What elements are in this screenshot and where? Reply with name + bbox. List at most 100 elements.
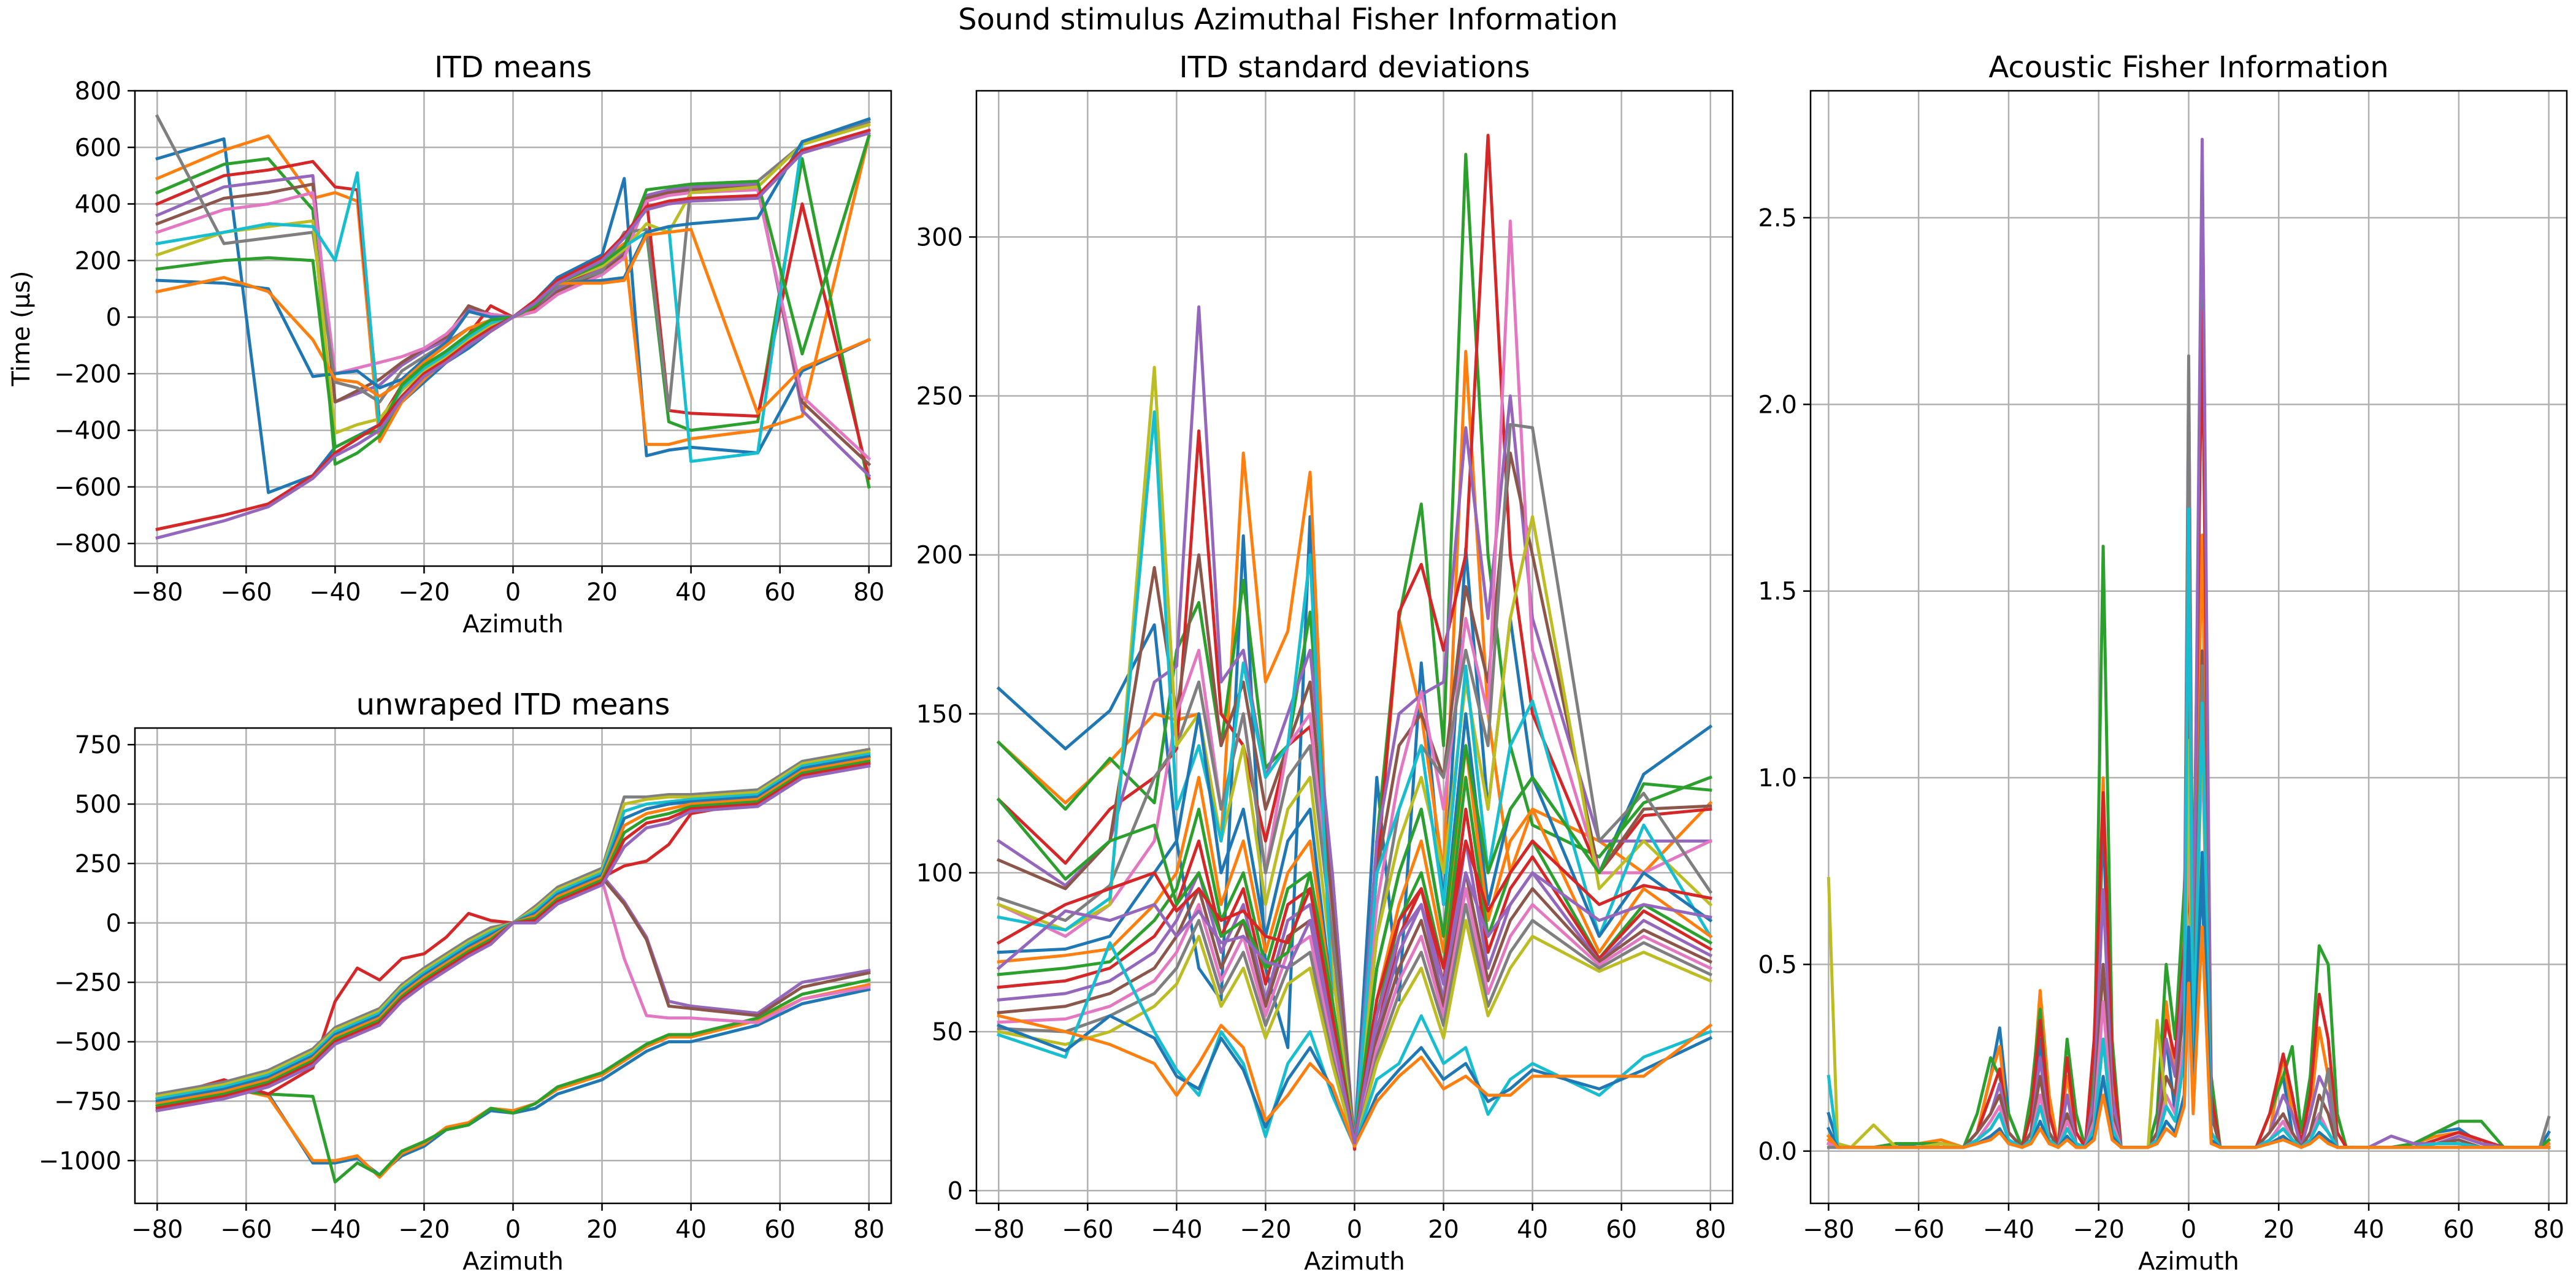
y-tick-label: −200 — [54, 360, 121, 388]
y-tick-label: 0 — [948, 1177, 963, 1205]
x-tick-label: 60 — [2443, 1216, 2474, 1244]
series-line — [996, 871, 1712, 1144]
x-axis-label: Azimuth — [462, 1248, 564, 1276]
x-tick-label: −40 — [309, 578, 361, 607]
y-tick-label: 0 — [106, 304, 121, 332]
chart-title: Acoustic Fisher Information — [1988, 50, 2388, 85]
x-tick-label: 20 — [586, 578, 618, 607]
y-tick-label: 100 — [916, 859, 963, 887]
x-tick-label: 40 — [675, 1216, 707, 1244]
y-tick-label: 750 — [75, 731, 121, 759]
series-line — [155, 123, 871, 435]
y-tick-label: 1.5 — [1758, 578, 1797, 606]
chart-title: ITD means — [434, 50, 592, 85]
y-tick-label: 200 — [916, 542, 963, 570]
x-axis-label: Azimuth — [462, 610, 564, 638]
y-tick-label: 250 — [916, 383, 963, 411]
x-tick-label: 60 — [1606, 1216, 1637, 1244]
x-tick-label: −60 — [220, 578, 272, 607]
series-line — [997, 919, 1712, 1148]
x-tick-label: 0 — [505, 578, 521, 607]
x-tick-label: −20 — [1240, 1216, 1291, 1244]
x-tick-label: 40 — [2353, 1216, 2385, 1244]
y-tick-label: −750 — [54, 1087, 121, 1116]
x-tick-label: −20 — [2073, 1216, 2125, 1244]
chart-itd-means: −80 −60 −40 −20 0 20 40 60 80−800−600−400−200020… — [7, 50, 892, 638]
y-tick-label: −250 — [54, 969, 121, 997]
x-tick-label: 20 — [2263, 1216, 2294, 1244]
x-tick-label: 0 — [2181, 1216, 2196, 1244]
x-tick-label: −80 — [131, 1216, 183, 1244]
chart-unwraped-itd-means: −80 −60 −40 −20 0 20 40 60 80 −1000 −750 −500 −250 0 2… — [39, 688, 892, 1276]
series-line — [155, 128, 871, 531]
x-tick-label: −40 — [1983, 1216, 2034, 1244]
x-tick-label: 0 — [505, 1216, 521, 1244]
y-tick-label: 50 — [932, 1018, 963, 1046]
y-tick-label: −800 — [54, 530, 121, 558]
x-tick-label: 80 — [2533, 1216, 2564, 1244]
series-line — [155, 131, 871, 540]
x-tick-label: −20 — [398, 1216, 450, 1244]
series-group — [155, 114, 872, 540]
series-line — [997, 1014, 1713, 1148]
x-tick-label: 40 — [675, 578, 707, 607]
y-tick-label: −1000 — [39, 1147, 121, 1175]
y-tick-label: 150 — [916, 700, 963, 729]
y-tick-label: 0.0 — [1758, 1138, 1797, 1166]
series-line — [155, 759, 871, 1108]
series-line — [997, 366, 1713, 1148]
series-group — [996, 134, 1713, 1151]
series-line — [155, 764, 871, 1113]
y-tick-label: 600 — [75, 134, 121, 162]
x-axis-label: Azimuth — [2138, 1248, 2239, 1276]
x-tick-label: −60 — [220, 1216, 272, 1244]
y-tick-label: −600 — [54, 473, 121, 502]
series-line — [155, 117, 871, 463]
y-tick-label: 300 — [916, 223, 963, 251]
x-tick-label: 20 — [586, 1216, 618, 1244]
x-tick-label: −80 — [1803, 1216, 1854, 1244]
series-line — [155, 757, 871, 1106]
chart-title: unwraped ITD means — [356, 688, 670, 722]
x-tick-label: −60 — [1062, 1216, 1113, 1244]
x-tick-label: −60 — [1893, 1216, 1944, 1244]
series-line — [155, 754, 871, 1103]
y-tick-label: 0 — [106, 910, 121, 938]
x-tick-label: 80 — [853, 578, 884, 607]
series-group — [155, 747, 871, 1184]
series-line — [155, 747, 871, 1096]
x-tick-label: 20 — [1428, 1216, 1459, 1244]
series-line — [155, 188, 872, 461]
x-tick-label: 60 — [764, 578, 795, 607]
chart-itd-standard-deviations: −80 −60 −40 −20 0 20 40 60 80 0 50 100 150 200 250 300 I… — [916, 50, 1734, 1276]
chart-title: ITD standard deviations — [1179, 50, 1530, 85]
series-line — [155, 159, 871, 481]
x-axis-label: Azimuth — [1304, 1248, 1405, 1276]
x-tick-label: 80 — [853, 1216, 884, 1244]
chart-acoustic-fisher-information: −80 −60 −40 −20 0 20 40 60 80 0.0 0.5 1.0 1.5 2.0 2.5 A… — [1758, 50, 2568, 1276]
x-tick-label: −80 — [131, 578, 183, 607]
x-tick-label: −20 — [398, 578, 450, 607]
series-line — [1826, 926, 2551, 1149]
series-group — [1826, 137, 2551, 1149]
y-tick-label: 2.5 — [1758, 204, 1797, 232]
series-line — [155, 134, 871, 449]
y-tick-label: 2.0 — [1758, 391, 1797, 419]
x-tick-label: 80 — [1695, 1216, 1726, 1244]
x-tick-label: −80 — [973, 1216, 1024, 1244]
series-line — [155, 978, 871, 1184]
series-line — [155, 762, 871, 1110]
y-tick-label: −400 — [54, 417, 121, 445]
series-line — [155, 752, 871, 1101]
x-tick-label: −40 — [1151, 1216, 1202, 1244]
y-tick-label: 400 — [75, 191, 121, 219]
figure-title: Sound stimulus Azimuthal Fisher Informat… — [958, 2, 1618, 37]
y-tick-label: 0.5 — [1758, 951, 1797, 979]
y-tick-label: 200 — [75, 247, 121, 275]
x-tick-label: 60 — [764, 1216, 795, 1244]
x-tick-label: 40 — [1517, 1216, 1548, 1244]
x-tick-label: 0 — [1347, 1216, 1362, 1244]
y-tick-label: 800 — [75, 77, 121, 105]
x-tick-label: −40 — [309, 1216, 361, 1244]
y-tick-label: 250 — [75, 850, 121, 878]
